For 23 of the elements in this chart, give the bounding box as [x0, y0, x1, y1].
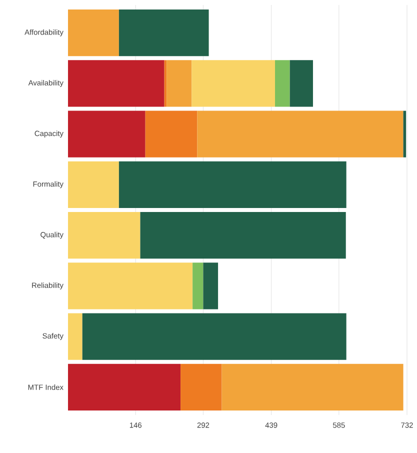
bar — [140, 212, 346, 259]
bar — [197, 110, 404, 158]
bar — [68, 60, 165, 107]
bar — [68, 262, 193, 310]
bar — [68, 212, 140, 259]
bar — [68, 10, 120, 56]
bar — [180, 364, 222, 410]
bar — [68, 364, 181, 410]
bar — [203, 262, 218, 310]
bar — [404, 110, 406, 158]
bar — [68, 161, 120, 208]
bar — [222, 364, 404, 410]
bar — [146, 110, 198, 158]
bar — [119, 161, 347, 208]
bar — [119, 10, 209, 56]
bar — [82, 313, 347, 360]
bar — [192, 262, 204, 310]
bar — [290, 60, 314, 107]
bar — [192, 60, 276, 107]
bar — [68, 110, 146, 158]
bar — [166, 60, 192, 107]
bar — [68, 313, 83, 360]
bar — [275, 60, 290, 107]
